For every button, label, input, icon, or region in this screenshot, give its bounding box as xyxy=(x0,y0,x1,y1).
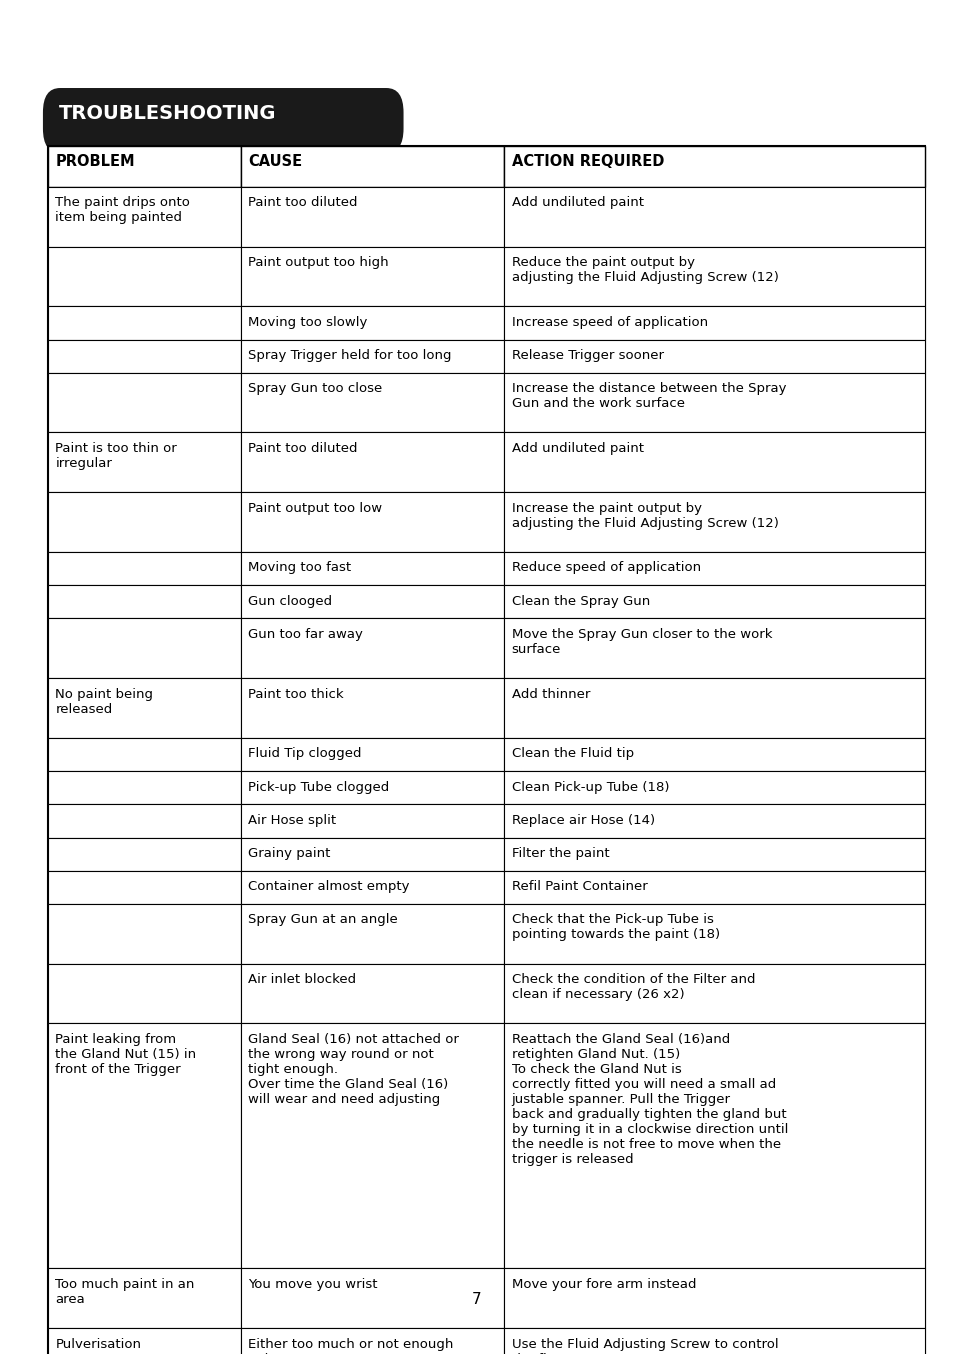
Bar xyxy=(240,838,503,871)
Bar xyxy=(503,306,924,340)
Bar xyxy=(503,1269,924,1328)
Bar xyxy=(503,146,924,187)
Bar xyxy=(240,585,503,619)
Bar xyxy=(48,246,240,306)
Bar xyxy=(48,738,240,770)
FancyBboxPatch shape xyxy=(43,88,403,153)
Bar xyxy=(503,340,924,372)
Bar xyxy=(503,187,924,246)
Bar xyxy=(240,904,503,964)
Text: Check the condition of the Filter and
clean if necessary (26 x2): Check the condition of the Filter and cl… xyxy=(511,974,755,1001)
Bar xyxy=(240,678,503,738)
Text: Reattach the Gland Seal (16)and
retighten Gland Nut. (15)
To check the Gland Nut: Reattach the Gland Seal (16)and retighte… xyxy=(511,1033,787,1166)
Bar xyxy=(503,585,924,619)
Text: Increase the distance between the Spray
Gun and the work surface: Increase the distance between the Spray … xyxy=(511,382,785,410)
Bar xyxy=(240,146,503,187)
Text: Moving too fast: Moving too fast xyxy=(248,562,351,574)
Text: ACTION REQUIRED: ACTION REQUIRED xyxy=(511,154,663,169)
Text: Add thinner: Add thinner xyxy=(511,688,590,700)
Text: No paint being
released: No paint being released xyxy=(55,688,153,715)
Bar xyxy=(240,738,503,770)
Text: Move the Spray Gun closer to the work
surface: Move the Spray Gun closer to the work su… xyxy=(511,628,771,655)
Text: Moving too slowly: Moving too slowly xyxy=(248,315,368,329)
Bar xyxy=(48,1328,240,1354)
Bar xyxy=(48,804,240,838)
Bar xyxy=(48,964,240,1024)
Text: PROBLEM: PROBLEM xyxy=(55,154,134,169)
Bar xyxy=(503,1024,924,1269)
Text: TROUBLESHOOTING: TROUBLESHOOTING xyxy=(59,104,276,123)
Text: Release Trigger sooner: Release Trigger sooner xyxy=(511,349,663,362)
Text: Paint output too high: Paint output too high xyxy=(248,256,389,269)
Bar xyxy=(48,904,240,964)
Text: Reduce speed of application: Reduce speed of application xyxy=(511,562,700,574)
Text: Paint leaking from
the Gland Nut (15) in
front of the Trigger: Paint leaking from the Gland Nut (15) in… xyxy=(55,1033,196,1076)
Bar xyxy=(48,493,240,552)
Bar xyxy=(240,871,503,904)
Bar xyxy=(48,585,240,619)
Bar xyxy=(503,964,924,1024)
Text: Check that the Pick-up Tube is
pointing towards the paint (18): Check that the Pick-up Tube is pointing … xyxy=(511,914,720,941)
Bar xyxy=(48,432,240,493)
Text: Gland Seal (16) not attached or
the wrong way round or not
tight enough.
Over ti: Gland Seal (16) not attached or the wron… xyxy=(248,1033,458,1106)
Bar xyxy=(240,246,503,306)
Text: You move you wrist: You move you wrist xyxy=(248,1278,377,1290)
Bar xyxy=(48,146,240,187)
Text: Use the Fluid Adjusting Screw to control
the flow: Use the Fluid Adjusting Screw to control… xyxy=(511,1338,778,1354)
Text: Reduce the paint output by
adjusting the Fluid Adjusting Screw (12): Reduce the paint output by adjusting the… xyxy=(511,256,778,284)
Text: Paint is too thin or
irregular: Paint is too thin or irregular xyxy=(55,441,177,470)
Bar xyxy=(48,95,398,146)
Bar xyxy=(48,372,240,432)
Text: Container almost empty: Container almost empty xyxy=(248,880,410,894)
Bar xyxy=(48,619,240,678)
Text: Clean Pick-up Tube (18): Clean Pick-up Tube (18) xyxy=(511,780,668,793)
Bar xyxy=(240,1328,503,1354)
Text: Air Hose split: Air Hose split xyxy=(248,814,336,827)
Bar xyxy=(48,678,240,738)
Text: Too much paint in an
area: Too much paint in an area xyxy=(55,1278,194,1305)
Bar xyxy=(503,372,924,432)
Text: Gun clooged: Gun clooged xyxy=(248,594,333,608)
Text: Fluid Tip clogged: Fluid Tip clogged xyxy=(248,747,361,761)
Bar xyxy=(240,187,503,246)
Bar xyxy=(503,770,924,804)
Text: Paint too diluted: Paint too diluted xyxy=(248,441,357,455)
Text: Either too much or not enough
paint: Either too much or not enough paint xyxy=(248,1338,454,1354)
Bar xyxy=(48,552,240,585)
Text: Replace air Hose (14): Replace air Hose (14) xyxy=(511,814,654,827)
Bar xyxy=(503,246,924,306)
Bar xyxy=(503,493,924,552)
Bar xyxy=(48,340,240,372)
Bar xyxy=(240,770,503,804)
Bar xyxy=(240,552,503,585)
Bar xyxy=(240,340,503,372)
Text: Pulverisation: Pulverisation xyxy=(55,1338,141,1351)
Text: Spray Gun too close: Spray Gun too close xyxy=(248,382,382,395)
Bar xyxy=(48,1269,240,1328)
Text: Spray Gun at an angle: Spray Gun at an angle xyxy=(248,914,397,926)
Bar xyxy=(503,552,924,585)
Text: Move your fore arm instead: Move your fore arm instead xyxy=(511,1278,696,1290)
Text: Paint too diluted: Paint too diluted xyxy=(248,196,357,210)
Bar xyxy=(240,964,503,1024)
Bar xyxy=(503,904,924,964)
Bar xyxy=(503,738,924,770)
Text: Paint output too low: Paint output too low xyxy=(248,501,382,515)
Text: The paint drips onto
item being painted: The paint drips onto item being painted xyxy=(55,196,190,225)
Text: Increase the paint output by
adjusting the Fluid Adjusting Screw (12): Increase the paint output by adjusting t… xyxy=(511,501,778,529)
Bar xyxy=(503,678,924,738)
Bar xyxy=(240,306,503,340)
Text: Spray Trigger held for too long: Spray Trigger held for too long xyxy=(248,349,452,362)
Text: Grainy paint: Grainy paint xyxy=(248,848,331,860)
Bar xyxy=(48,770,240,804)
Bar xyxy=(503,804,924,838)
Text: Clean the Fluid tip: Clean the Fluid tip xyxy=(511,747,633,761)
Bar xyxy=(48,871,240,904)
Text: 7: 7 xyxy=(472,1292,481,1308)
Bar xyxy=(503,619,924,678)
Text: Clean the Spray Gun: Clean the Spray Gun xyxy=(511,594,649,608)
Text: Filter the paint: Filter the paint xyxy=(511,848,609,860)
Bar xyxy=(503,432,924,493)
Text: Gun too far away: Gun too far away xyxy=(248,628,363,640)
Bar xyxy=(503,838,924,871)
